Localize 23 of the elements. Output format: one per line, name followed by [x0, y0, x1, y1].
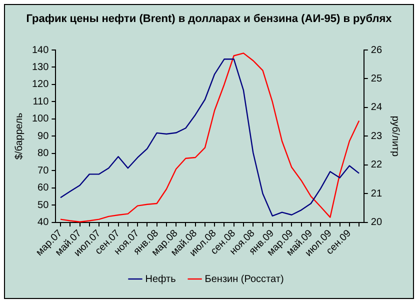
y-tick-label: 140 — [32, 44, 50, 56]
y2-tick-label: 23 — [370, 130, 382, 142]
y2-tick-label: 24 — [370, 102, 382, 114]
y2-tick-label: 20 — [370, 217, 382, 228]
y2-tick-label: 26 — [370, 44, 382, 56]
y-tick-label: 70 — [38, 165, 50, 176]
y-tick-label: 80 — [38, 148, 50, 160]
y-tick-label: 40 — [38, 217, 50, 228]
legend-label: Нефть — [145, 274, 176, 285]
y-tick-label: 120 — [32, 79, 50, 90]
legend-label: Бензин (Росстат) — [204, 274, 284, 285]
y-tick-label: 60 — [38, 182, 50, 194]
y-tick-label: 50 — [38, 200, 50, 211]
y-tick-label: 100 — [32, 114, 50, 125]
y-tick-label: 110 — [32, 96, 50, 108]
y-tick-label: 130 — [32, 62, 50, 73]
y2-tick-label: 21 — [370, 188, 382, 200]
y2-tick-label: 22 — [370, 160, 382, 171]
y2-axis-title: руб/литр — [389, 116, 400, 157]
y-axis-title: $/баррель — [14, 112, 25, 160]
y-tick-label: 90 — [38, 130, 50, 142]
chart-title: График цены нефти (Brent) в долларах и бензина (АИ-95) в рублях — [25, 12, 393, 26]
y2-tick-label: 25 — [370, 73, 382, 84]
